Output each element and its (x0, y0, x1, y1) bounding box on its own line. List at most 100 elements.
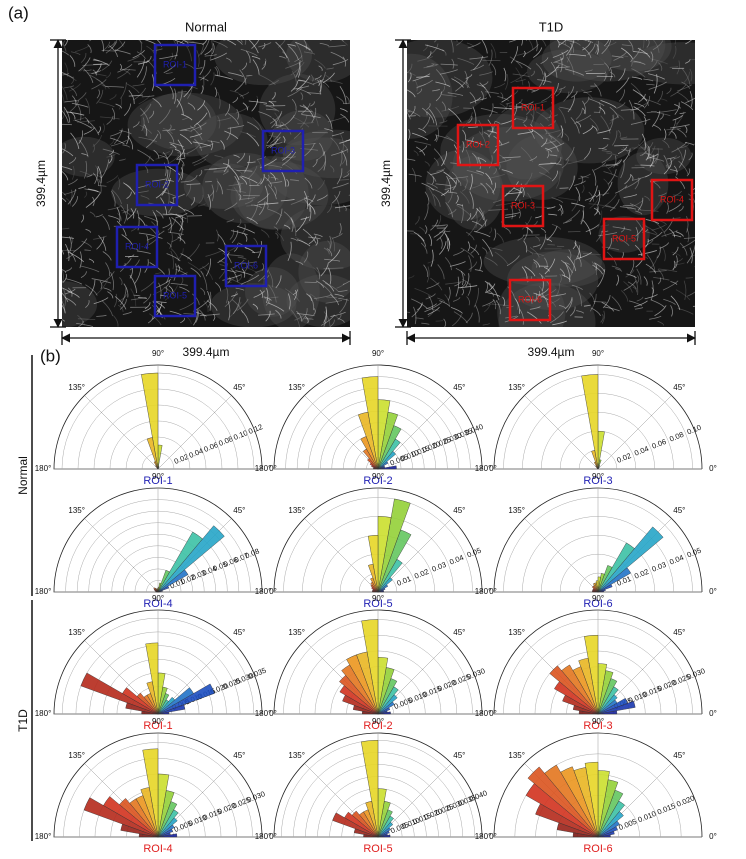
angle-tick-label: 0° (269, 709, 277, 718)
fiber (479, 71, 493, 76)
fiber (291, 70, 297, 86)
angle-grid-line (157, 395, 232, 470)
fiber (480, 90, 484, 101)
roi-label: ROI-6 (518, 294, 542, 304)
fiber (231, 299, 244, 314)
fiber (505, 73, 509, 90)
fiber (529, 252, 544, 257)
fiber (296, 313, 315, 317)
fiber (529, 100, 547, 106)
fiber (169, 217, 172, 233)
fiber (422, 107, 428, 116)
fiber (642, 40, 645, 49)
fiber (62, 269, 67, 274)
fiber (329, 165, 335, 173)
fiber (345, 140, 350, 142)
fiber (316, 194, 328, 201)
fiber (535, 236, 540, 242)
fiber (96, 78, 103, 85)
fiber (155, 278, 172, 289)
fiber (538, 288, 549, 296)
fiber (435, 91, 442, 102)
fiber (119, 299, 127, 310)
fiber (644, 238, 649, 249)
fiber (295, 260, 304, 266)
fiber (74, 45, 90, 53)
fiber (68, 83, 81, 92)
histogram-bar (578, 657, 599, 715)
fiber (291, 218, 294, 232)
fiber (303, 251, 309, 263)
fiber (590, 307, 601, 316)
fiber (537, 164, 550, 174)
histogram-bar (572, 705, 599, 715)
fiber (343, 204, 347, 212)
fiber (578, 173, 591, 180)
fiber (120, 68, 131, 75)
fiber (269, 181, 283, 184)
fiber (331, 149, 348, 156)
fiber (80, 52, 87, 64)
fiber (568, 175, 575, 191)
angle-tick-label: 135° (288, 506, 305, 515)
fiber (239, 91, 250, 97)
fiber (336, 283, 345, 289)
fiber (611, 296, 622, 311)
fiber (123, 182, 136, 195)
fiber (214, 74, 233, 80)
histogram-bar (597, 565, 613, 593)
fiber (692, 305, 695, 307)
fiber (526, 104, 532, 115)
fiber (63, 85, 75, 89)
fiber (666, 202, 669, 214)
radial-tick-label: 0.10 (232, 428, 249, 442)
fiber (487, 173, 506, 179)
radial-tick-label: 0.04 (633, 444, 650, 458)
fiber (78, 130, 84, 144)
image-glow (127, 92, 244, 157)
fiber (645, 145, 656, 161)
fiber (623, 281, 633, 293)
fiber (177, 264, 181, 273)
fiber (577, 40, 579, 41)
fiber (304, 177, 313, 189)
fiber (228, 72, 244, 77)
fiber (619, 206, 637, 210)
fiber (662, 247, 666, 262)
fiber (675, 255, 678, 269)
fiber (121, 68, 136, 71)
fiber (604, 40, 610, 47)
histogram-bar (581, 374, 599, 470)
fiber (184, 129, 193, 133)
fiber (84, 249, 92, 252)
histogram-bar (369, 462, 379, 470)
fiber (482, 323, 490, 326)
fiber (649, 255, 658, 270)
histogram-bar (157, 525, 225, 593)
fiber (617, 130, 622, 138)
fiber (483, 303, 491, 313)
fiber (658, 192, 667, 197)
fiber (604, 306, 620, 312)
fiber (533, 47, 543, 58)
fiber (651, 110, 661, 127)
angle-tick-label: 180° (475, 587, 492, 596)
fiber (64, 296, 77, 306)
fiber (237, 274, 243, 282)
fiber (662, 200, 669, 204)
fiber (266, 136, 281, 149)
fiber (80, 214, 85, 223)
fiber (425, 44, 445, 52)
radial-tick-label: 0.010 (637, 809, 658, 824)
fiber (629, 203, 642, 210)
fiber (413, 231, 425, 242)
fiber (601, 194, 617, 209)
radial-tick-label: 0.005 (617, 817, 638, 832)
fiber (272, 118, 278, 126)
polar-outline (53, 487, 263, 593)
angle-tick-label: 45° (453, 751, 465, 760)
fiber (607, 159, 621, 169)
fiber (482, 247, 488, 254)
fiber (457, 285, 478, 289)
